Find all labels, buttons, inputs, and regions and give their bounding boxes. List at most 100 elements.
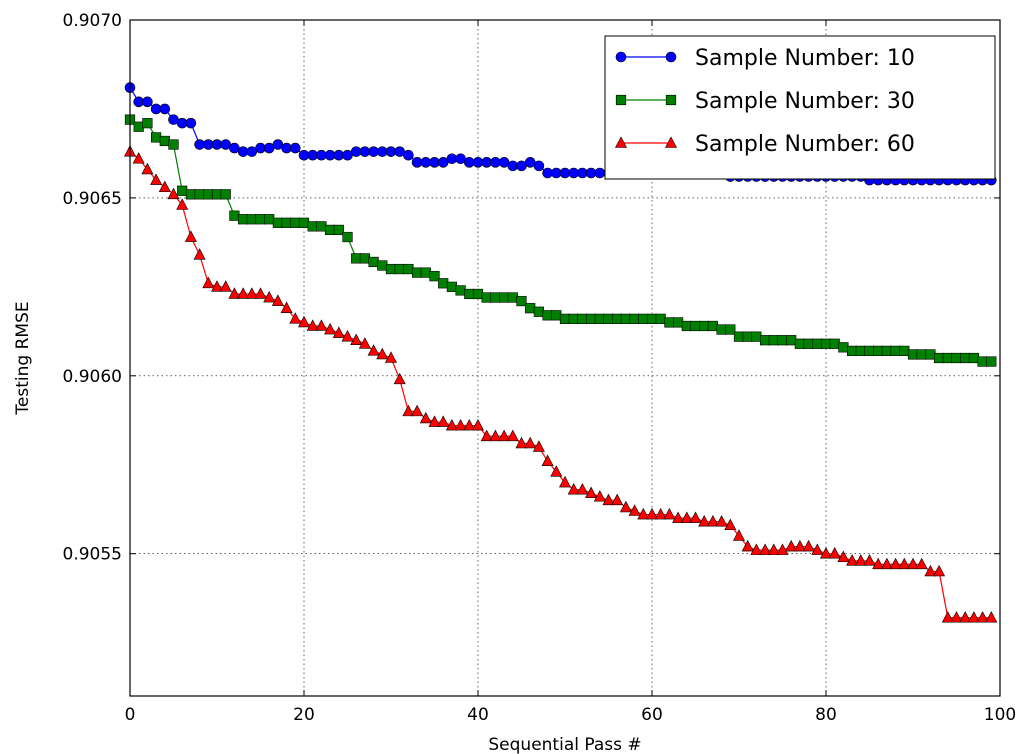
data-point-square [490,292,501,303]
data-point-square [551,310,562,321]
data-point-triangle [480,429,493,442]
data-point-triangle [367,344,380,356]
data-point-circle [615,51,627,63]
data-point-square [759,335,771,346]
data-point-triangle [915,557,928,570]
data-point-triangle [820,547,832,559]
data-point-square [665,94,677,106]
x-tick-label: 0 [125,705,136,725]
series-3 [124,144,998,623]
data-point-triangle [411,404,424,417]
data-point-triangle [245,287,258,299]
data-point-circle [533,160,545,172]
data-point-square [446,281,458,292]
data-point-triangle [750,543,763,555]
data-point-square [324,224,336,236]
data-point-triangle [184,230,197,242]
data-point-square [568,313,579,324]
data-point-triangle [358,337,371,349]
data-point-square [846,345,858,356]
data-point-square [925,349,936,360]
x-tick-label: 20 [293,705,315,725]
data-point-triangle [576,482,589,495]
data-point-triangle [141,162,154,175]
data-point-square [768,335,779,346]
data-point-triangle [759,543,772,555]
data-point-square [855,345,866,356]
data-point-square [960,352,971,364]
data-point-square [542,310,553,321]
data-point-triangle [472,418,484,431]
data-point-triangle [767,543,780,555]
data-point-square [672,317,684,328]
data-point-square [812,338,823,349]
data-point-square [151,132,162,143]
data-point-triangle [524,436,537,449]
x-tick-label: 40 [467,705,489,725]
data-point-triangle [637,507,650,520]
series-2 [124,114,997,367]
legend-label: Sample Number: 30 [695,89,915,114]
data-point-square [229,210,240,221]
data-point-triangle [585,486,598,499]
data-point-square [829,338,840,349]
data-point-square [342,231,353,243]
data-point-square [786,335,797,346]
data-point-triangle [802,539,815,552]
data-point-square [820,338,832,349]
data-point-square [238,214,249,225]
data-point-square [455,285,466,296]
data-point-triangle [428,415,441,427]
data-point-square [159,135,170,147]
data-point-triangle [811,543,824,555]
x-tick-label: 80 [815,705,837,725]
data-point-triangle [289,312,302,324]
data-point-triangle [950,611,963,623]
data-point-square [385,263,397,275]
data-point-square [368,256,379,268]
data-point-square [594,313,605,324]
data-point-triangle [967,611,980,623]
data-point-triangle [219,280,232,292]
data-point-triangle [880,557,893,570]
data-point-triangle [785,539,798,552]
data-point-square [655,313,666,324]
data-point-square [298,217,310,228]
data-point-square [699,320,710,332]
data-point-triangle [515,436,528,449]
data-point-square [516,295,527,307]
data-point-triangle [628,504,641,516]
data-point-triangle [376,347,389,360]
x-tick-label: 60 [641,705,663,725]
data-point-square [177,185,188,196]
data-point-triangle [619,500,632,513]
data-point-square [968,352,979,364]
data-point-circle [289,142,301,154]
data-point-square [577,313,588,324]
data-point-square [281,217,292,228]
data-point-triangle [193,248,206,260]
data-point-triangle [933,564,946,577]
data-point-triangle [445,418,458,431]
data-point-triangle [228,287,241,299]
data-point-triangle [837,550,850,563]
data-point-triangle [846,554,859,566]
data-point-square [168,139,179,150]
y-tick-label: 0.9070 [63,11,122,31]
data-point-triangle [559,475,571,488]
data-point-square [864,345,875,356]
data-point-triangle [724,518,737,531]
data-point-square [246,214,257,225]
data-point-square [264,214,275,225]
data-point-square [185,189,197,200]
data-point-triangle [254,287,267,299]
data-point-square [899,345,910,356]
data-point-circle [185,117,197,129]
data-point-square [394,263,405,275]
data-point-square [255,214,266,225]
data-point-square [951,352,962,364]
data-point-square [733,331,745,342]
data-point-triangle [959,611,972,623]
data-point-square [803,338,814,349]
